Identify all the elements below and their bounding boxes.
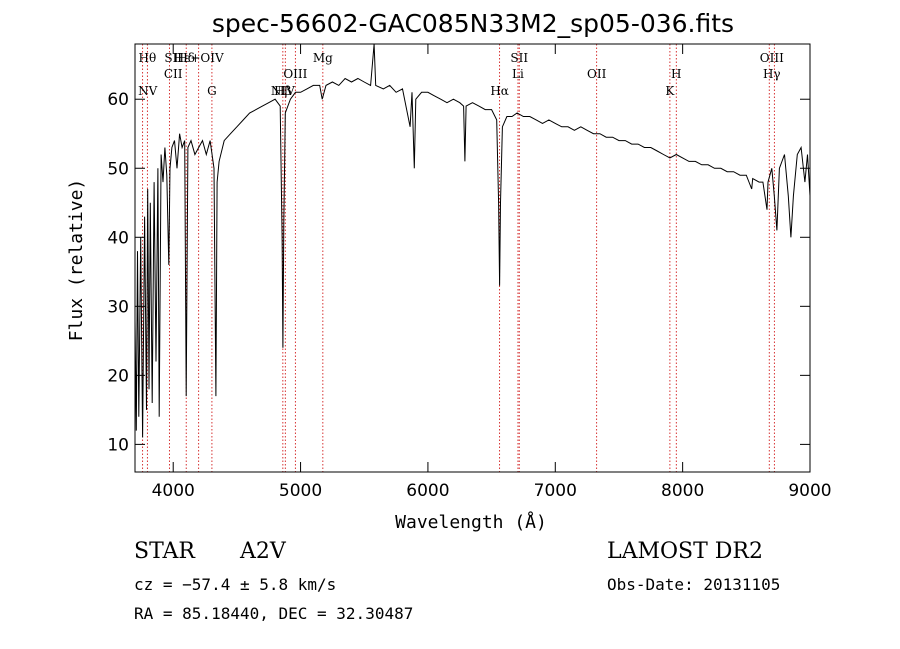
y-tick-label-20: 20 <box>107 366 129 386</box>
reference-lines <box>142 44 775 472</box>
y-tick-label-10: 10 <box>107 435 129 455</box>
x-axis-ticks: 4000 5000 6000 7000 8000 9000 <box>152 44 832 501</box>
x-axis-label: Wavelength (Å) <box>395 511 547 533</box>
line-label-low-5: K <box>665 84 675 98</box>
line-label-top-6: OIII <box>760 51 784 65</box>
line-label-top-3: Hε+OIV <box>174 51 224 65</box>
line-label-mid-4: H <box>671 67 681 81</box>
line-label-low-3: Hβ <box>274 84 291 98</box>
line-label-top-1: SII <box>164 51 182 65</box>
plot-frame <box>134 43 811 473</box>
line-label-mid-3: OII <box>587 67 607 81</box>
y-tick-label-60: 60 <box>107 90 129 110</box>
x-tick-label-7000: 7000 <box>534 481 577 501</box>
line-label-mid-5: Hγ <box>763 67 781 81</box>
x-tick-label-9000: 9000 <box>788 481 831 501</box>
survey-name: LAMOST DR2 <box>607 539 763 564</box>
y-tick-label-50: 50 <box>107 159 129 179</box>
y-tick-label-40: 40 <box>107 228 129 248</box>
y-axis-ticks: 10 20 30 40 50 60 <box>107 90 810 455</box>
line-label-mid-0: CII <box>164 67 183 81</box>
line-label-low-4: Hα <box>490 84 509 98</box>
sky-coordinates: RA = 85.18440, DEC = 32.30487 <box>134 604 414 623</box>
chart-title: spec-56602-GAC085N33M2_sp05-036.fits <box>212 9 734 38</box>
line-label-top-4: Mg <box>313 51 333 65</box>
line-label-top-5: SII <box>510 51 528 65</box>
y-axis-label: Flux (relative) <box>66 179 87 342</box>
object-class: STAR <box>134 539 195 564</box>
x-tick-label-6000: 6000 <box>406 481 449 501</box>
observation-date: Obs-Date: 20131105 <box>607 575 781 594</box>
x-tick-label-8000: 8000 <box>661 481 704 501</box>
line-label-low-0: NV <box>138 84 158 98</box>
line-label-low-2: NIV <box>271 84 295 98</box>
spectral-subclass: A2V <box>240 539 286 564</box>
line-label-low-1: G <box>207 84 217 98</box>
spectrum-line <box>134 43 811 438</box>
line-label-mid-1: OIII <box>283 67 307 81</box>
line-label-mid-2: Li <box>512 67 524 81</box>
x-tick-label-4000: 4000 <box>152 481 195 501</box>
x-tick-label-5000: 5000 <box>279 481 322 501</box>
line-label-top-0: Hθ <box>139 51 157 65</box>
line-label-top-2: Hδ <box>177 51 195 65</box>
redshift-velocity: cz = −57.4 ± 5.8 km/s <box>134 575 337 594</box>
y-tick-label-30: 30 <box>107 297 129 317</box>
